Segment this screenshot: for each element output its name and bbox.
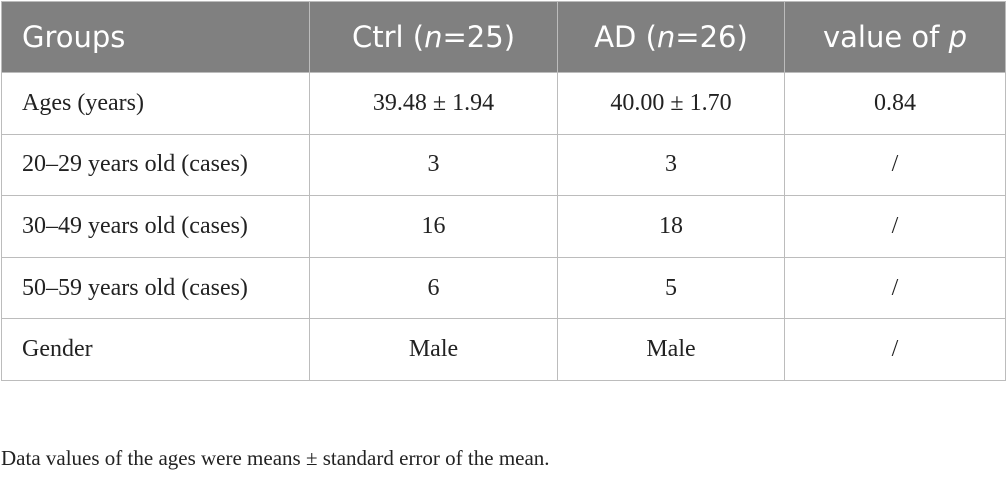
table-footnote: Data values of the ages were means ± sta… xyxy=(1,446,550,470)
table-row: Gender Male Male / xyxy=(1,318,1006,381)
cell-ctrl: 3 xyxy=(309,133,558,197)
cell-ad: 5 xyxy=(557,256,785,320)
cell-ctrl: 39.48 ± 1.94 xyxy=(309,72,558,135)
cell-ad: 18 xyxy=(557,195,785,258)
header-ad-suffix: =26) xyxy=(675,20,748,54)
table-row: 50–59 years old (cases) 6 5 / xyxy=(1,256,1006,320)
cell-p: / xyxy=(784,256,1006,320)
cell-p: / xyxy=(784,133,1006,197)
header-ctrl-suffix: =25) xyxy=(442,20,516,54)
cell-p: / xyxy=(784,195,1006,258)
cell-ad: 40.00 ± 1.70 xyxy=(557,72,785,135)
header-ad-n: n xyxy=(656,20,676,54)
cell-ctrl: 6 xyxy=(309,256,558,320)
table-row: 30–49 years old (cases) 16 18 / xyxy=(1,195,1006,258)
table-row: 20–29 years old (cases) 3 3 / xyxy=(1,133,1006,197)
header-p-var: p xyxy=(948,20,968,54)
header-p-prefix: value of xyxy=(822,20,949,54)
row-label: 30–49 years old (cases) xyxy=(1,195,310,258)
demographics-table: Groups Ctrl (n=25) AD (n=26) value of p … xyxy=(1,1,1006,381)
row-label: Gender xyxy=(1,318,310,381)
table-row: Ages (years) 39.48 ± 1.94 40.00 ± 1.70 0… xyxy=(1,72,1006,135)
cell-ctrl: 16 xyxy=(309,195,558,258)
row-label: 20–29 years old (cases) xyxy=(1,133,310,197)
header-groups: Groups xyxy=(1,1,310,73)
header-ctrl-prefix: Ctrl ( xyxy=(351,20,425,54)
row-label: Ages (years) xyxy=(1,72,310,135)
cell-p: / xyxy=(784,318,1006,381)
table-header-row: Groups Ctrl (n=25) AD (n=26) value of p xyxy=(1,1,1006,73)
header-ctrl: Ctrl (n=25) xyxy=(309,1,558,73)
cell-p: 0.84 xyxy=(784,72,1006,135)
header-ad-prefix: AD ( xyxy=(594,20,657,54)
header-ctrl-n: n xyxy=(424,20,443,54)
cell-ctrl: Male xyxy=(309,318,558,381)
header-ad: AD (n=26) xyxy=(557,1,785,73)
cell-ad: 3 xyxy=(557,133,785,197)
cell-ad: Male xyxy=(557,318,785,381)
header-p-value: value of p xyxy=(784,1,1006,73)
row-label: 50–59 years old (cases) xyxy=(1,256,310,320)
